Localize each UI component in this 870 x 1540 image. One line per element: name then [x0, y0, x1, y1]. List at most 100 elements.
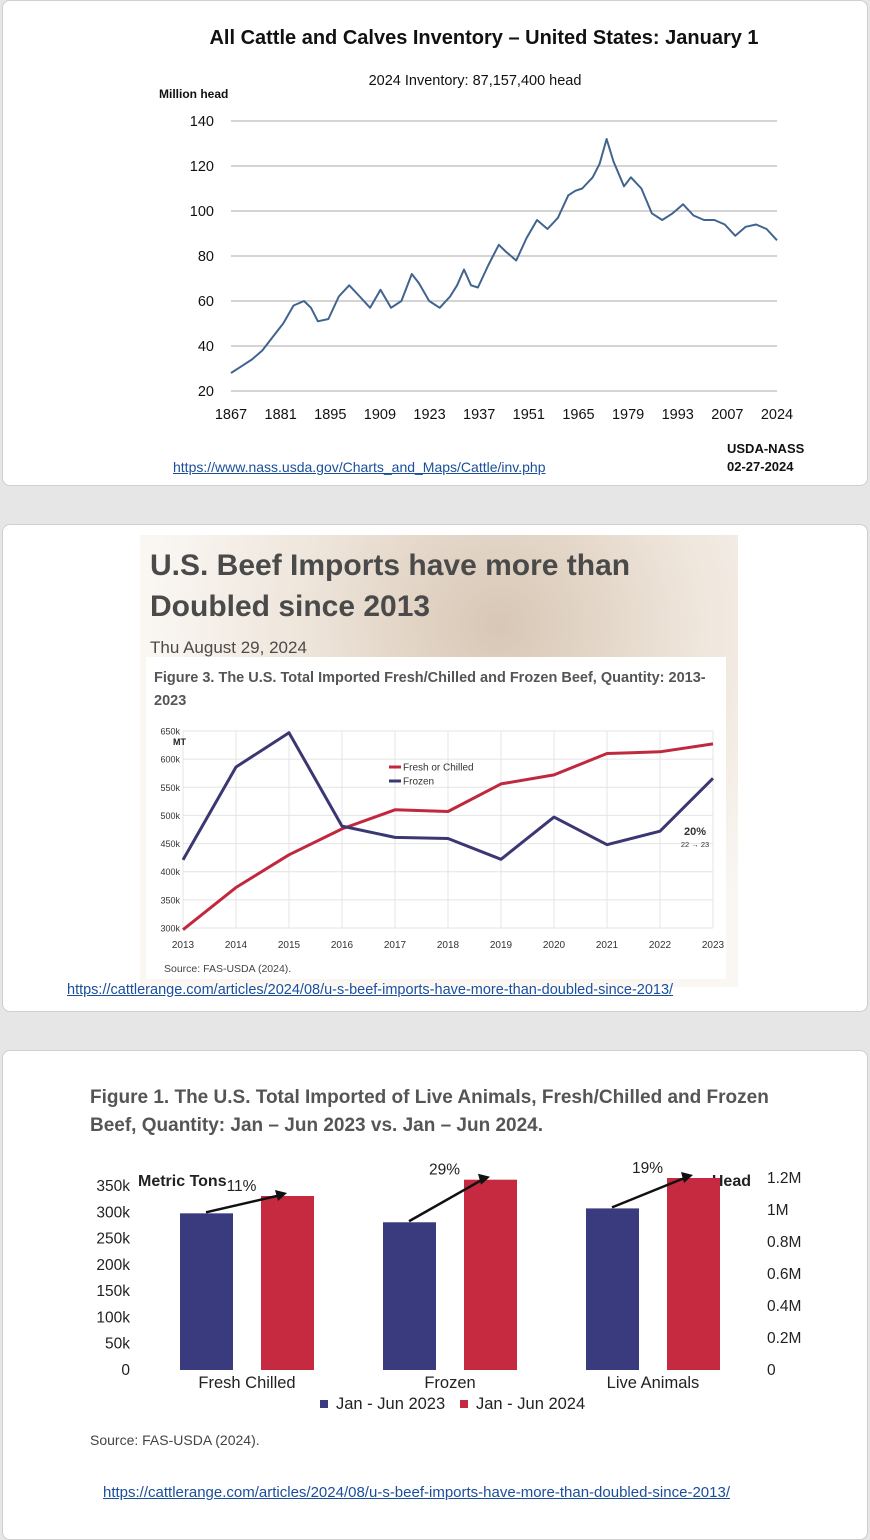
bar	[180, 1213, 233, 1370]
right-tick-label: 0.2M	[767, 1330, 801, 1347]
source-label: USDA-NASS	[727, 441, 805, 456]
x-tick-label: 2015	[278, 940, 301, 951]
x-tick-label: 1965	[562, 407, 594, 423]
trend-arrowhead	[681, 1172, 693, 1183]
y-tick-label: 100	[190, 204, 214, 220]
left-tick-label: 300k	[96, 1204, 130, 1221]
beef-imports-article-panel: U.S. Beef Imports have more than Doubled…	[2, 524, 868, 1012]
trend-arrow	[205, 1193, 282, 1214]
x-tick-label: 2007	[711, 407, 743, 423]
left-tick-label: 0	[121, 1362, 130, 1379]
source-label: Source: FAS-USDA (2024).	[90, 1432, 260, 1448]
trend-arrow	[611, 1175, 688, 1209]
bar	[667, 1178, 720, 1370]
x-tick-label: 2014	[225, 940, 248, 951]
x-tick-label: 1979	[612, 407, 644, 423]
nass-link[interactable]: https://www.nass.usda.gov/Charts_and_Map…	[173, 459, 546, 475]
category-label: Frozen	[424, 1374, 475, 1392]
x-tick-label: 1937	[463, 407, 495, 423]
x-tick-label: 1993	[662, 407, 694, 423]
article-headline: U.S. Beef Imports have more than Doubled…	[150, 545, 710, 627]
frozen-line	[181, 731, 715, 861]
left-tick-label: 100k	[96, 1309, 130, 1326]
bar	[383, 1222, 436, 1370]
x-tick-label: 2024	[761, 407, 793, 423]
legend-swatch	[460, 1400, 468, 1408]
figure-3: Figure 3. The U.S. Total Imported Fresh/…	[146, 657, 726, 979]
left-tick-label: 350k	[96, 1178, 130, 1195]
legend-swatch	[320, 1400, 328, 1408]
pct-change-label: 29%	[429, 1162, 460, 1179]
y-tick-label: 80	[198, 249, 214, 265]
right-tick-label: 0	[767, 1362, 776, 1379]
right-tick-label: 0.6M	[767, 1266, 801, 1283]
x-tick-label: 1881	[265, 407, 297, 423]
left-tick-label: 50k	[105, 1336, 130, 1353]
right-tick-label: 0.4M	[767, 1298, 801, 1315]
left-tick-label: 150k	[96, 1283, 130, 1300]
y-tick-label: 350k	[160, 895, 180, 905]
figure-1: Figure 1. The U.S. Total Imported of Liv…	[80, 1076, 818, 1458]
legend-label: Frozen	[403, 777, 434, 788]
left-tick-label: 200k	[96, 1257, 130, 1274]
legend-label: Jan - Jun 2024	[476, 1395, 585, 1413]
category-label: Live Animals	[607, 1374, 700, 1392]
trend-arrow	[408, 1177, 485, 1223]
left-tick-label: 250k	[96, 1231, 130, 1248]
article-card: U.S. Beef Imports have more than Doubled…	[140, 535, 738, 987]
right-axis-title: Head	[712, 1173, 751, 1190]
category-label: Fresh Chilled	[198, 1374, 295, 1392]
source-label: Source: FAS-USDA (2024).	[164, 963, 291, 975]
x-tick-label: 2019	[490, 940, 513, 951]
y-tick-label: 450k	[160, 839, 180, 849]
imports-bar-chart: Metric Tons Head 350k 300k 250k 200k 150k 100k 5…	[90, 1160, 801, 1448]
x-tick-label: 2018	[437, 940, 460, 951]
change-range: 22 → 23	[681, 840, 709, 849]
y-tick-label: 140	[190, 114, 214, 130]
y-tick-label: 400k	[160, 867, 180, 877]
trend-arrowhead	[275, 1189, 287, 1201]
x-tick-label: 1909	[364, 407, 396, 423]
y-axis-label: Million head	[159, 87, 228, 101]
right-tick-label: 1M	[767, 1202, 789, 1219]
y-tick-label: 500k	[160, 811, 180, 821]
x-tick-label: 2013	[172, 940, 195, 951]
beef-import-line-chart: 2013 2014 2015 2016 2017 2018 2019 2020 2021 2022…	[160, 727, 725, 976]
x-tick-label: 2022	[649, 940, 672, 951]
y-tick-label: 60	[198, 294, 214, 310]
x-tick-label: 2021	[596, 940, 619, 951]
y-tick-label: 550k	[160, 783, 180, 793]
y-tick-label: 300k	[160, 924, 180, 934]
right-tick-label: 0.8M	[767, 1234, 801, 1251]
x-tick-label: 2017	[384, 940, 407, 951]
chart-title: All Cattle and Calves Inventory – United…	[209, 27, 758, 49]
figure-1-title: Figure 1. The U.S. Total Imported of Liv…	[90, 1087, 769, 1136]
pct-change-label: 11%	[227, 1178, 257, 1195]
y-tick-label: 20	[198, 384, 214, 400]
cattlerange-link-1[interactable]: https://cattlerange.com/articles/2024/08…	[67, 982, 674, 998]
article-date: Thu August 29, 2024	[150, 638, 307, 657]
fresh-chilled-line	[182, 742, 714, 931]
right-tick-label: 1.2M	[767, 1170, 801, 1187]
legend-label: Jan - Jun 2023	[336, 1395, 445, 1413]
legend-label: Fresh or Chilled	[403, 763, 474, 774]
cattle-inventory-panel: All Cattle and Calves Inventory – United…	[2, 0, 868, 486]
cattle-inventory-chart: All Cattle and Calves Inventory – United…	[159, 27, 793, 423]
headline-line-2: Doubled since 2013	[150, 590, 431, 623]
x-tick-label: 2016	[331, 940, 354, 951]
y-tick-label: 40	[198, 339, 214, 355]
x-tick-label: 2023	[702, 940, 725, 951]
chart-subtitle: 2024 Inventory: 87,157,400 head	[369, 73, 582, 89]
y-axis-unit: MT	[173, 737, 186, 747]
trend-arrowhead	[478, 1173, 490, 1185]
y-tick-label: 600k	[160, 755, 180, 765]
cattlerange-link-2[interactable]: https://cattlerange.com/articles/2024/08…	[103, 1484, 730, 1501]
inventory-line	[230, 138, 778, 374]
left-axis-title: Metric Tons	[138, 1173, 227, 1190]
bar	[261, 1195, 314, 1370]
x-tick-label: 1923	[413, 407, 445, 423]
live-animals-panel: Figure 1. The U.S. Total Imported of Liv…	[2, 1050, 868, 1540]
x-tick-label: 2020	[543, 940, 566, 951]
change-annotation: 20%	[684, 826, 706, 838]
bar	[586, 1208, 639, 1370]
